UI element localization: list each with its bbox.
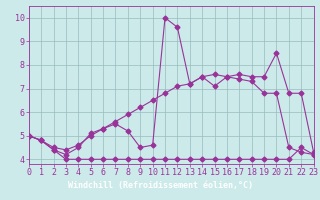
Text: Windchill (Refroidissement éolien,°C): Windchill (Refroidissement éolien,°C) bbox=[68, 181, 252, 190]
